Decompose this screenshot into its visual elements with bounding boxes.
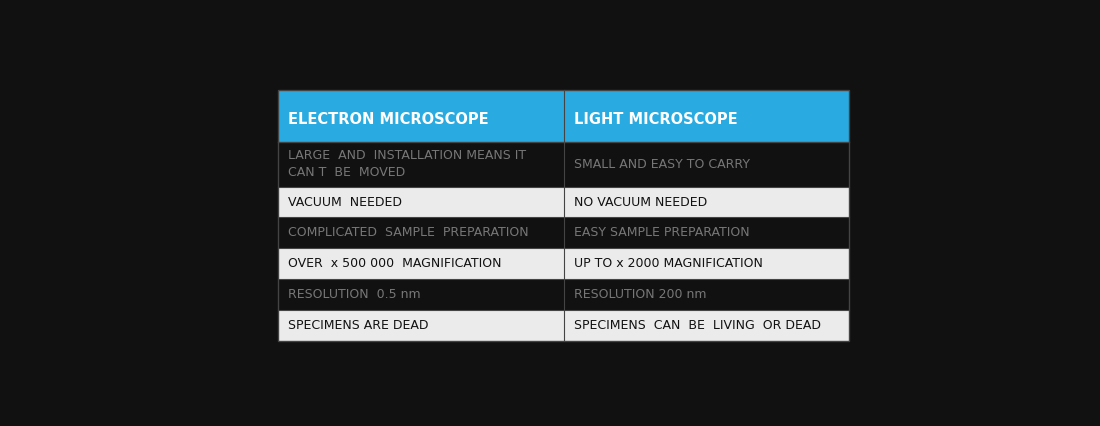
Bar: [563, 89, 849, 142]
Bar: [278, 187, 563, 217]
Bar: [563, 187, 849, 217]
Bar: [563, 279, 849, 310]
Bar: [278, 142, 563, 187]
Text: EASY SAMPLE PREPARATION: EASY SAMPLE PREPARATION: [574, 226, 749, 239]
Text: COMPLICATED  SAMPLE  PREPARATION: COMPLICATED SAMPLE PREPARATION: [288, 226, 529, 239]
Bar: [563, 310, 849, 341]
Bar: [278, 279, 563, 310]
Bar: [278, 217, 563, 248]
Bar: [278, 310, 563, 341]
Bar: [563, 248, 849, 279]
Text: RESOLUTION  0.5 nm: RESOLUTION 0.5 nm: [288, 288, 421, 301]
Text: NO VACUUM NEEDED: NO VACUUM NEEDED: [574, 196, 707, 209]
Bar: [563, 217, 849, 248]
Text: ELECTRON MICROSCOPE: ELECTRON MICROSCOPE: [288, 112, 490, 127]
Text: SMALL AND EASY TO CARRY: SMALL AND EASY TO CARRY: [574, 158, 750, 171]
Text: LIGHT MICROSCOPE: LIGHT MICROSCOPE: [574, 112, 738, 127]
Text: RESOLUTION 200 nm: RESOLUTION 200 nm: [574, 288, 706, 301]
Text: OVER  x 500 000  MAGNIFICATION: OVER x 500 000 MAGNIFICATION: [288, 257, 502, 270]
Text: UP TO x 2000 MAGNIFICATION: UP TO x 2000 MAGNIFICATION: [574, 257, 763, 270]
Bar: [563, 142, 849, 187]
Bar: [278, 89, 849, 341]
Text: LARGE  AND  INSTALLATION MEANS IT
CAN T  BE  MOVED: LARGE AND INSTALLATION MEANS IT CAN T BE…: [288, 149, 527, 179]
Text: SPECIMENS ARE DEAD: SPECIMENS ARE DEAD: [288, 319, 429, 332]
Bar: [278, 89, 563, 142]
Text: SPECIMENS  CAN  BE  LIVING  OR DEAD: SPECIMENS CAN BE LIVING OR DEAD: [574, 319, 821, 332]
Bar: [278, 248, 563, 279]
Text: VACUUM  NEEDED: VACUUM NEEDED: [288, 196, 403, 209]
